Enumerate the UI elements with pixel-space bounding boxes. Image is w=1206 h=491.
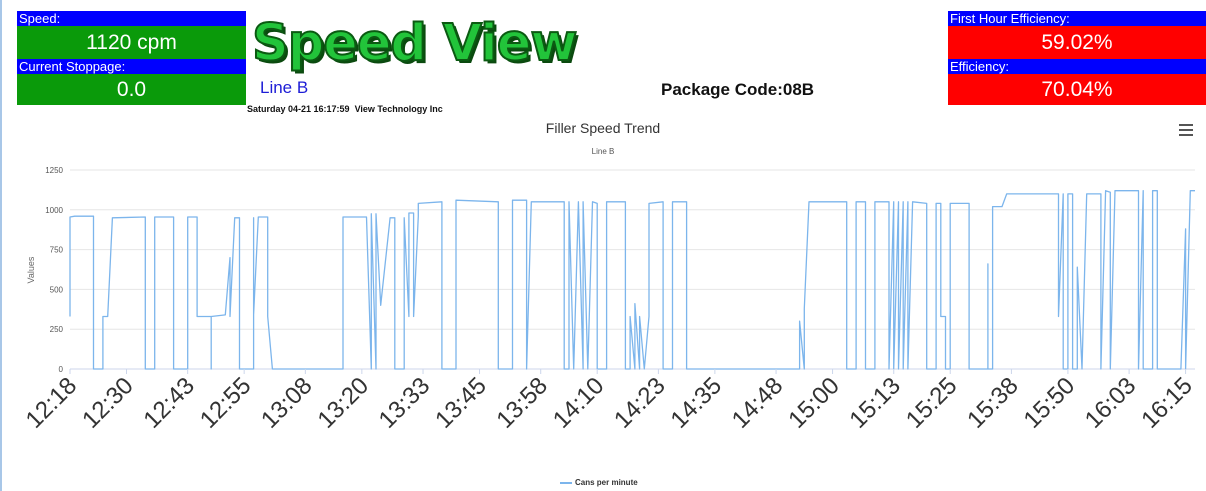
company-name: View Technology Inc [354, 104, 443, 114]
hamburger-menu-icon[interactable] [1179, 124, 1193, 138]
x-tick-label: 15:13 [844, 372, 906, 434]
current-stoppage-label: Current Stoppage: [17, 59, 246, 74]
x-tick-label: 12:18 [21, 372, 83, 434]
y-tick-label: 1250 [45, 166, 63, 175]
efficiency-value: 70.04% [948, 74, 1206, 105]
x-tick-label: 13:58 [491, 372, 553, 434]
timestamp: Saturday 04-21 16:17:59 [247, 104, 350, 114]
x-tick-label: 12:30 [77, 372, 139, 434]
x-tick-label: 15:50 [1019, 372, 1081, 434]
x-tick-label: 13:45 [430, 372, 492, 434]
speed-label: Speed: [17, 11, 246, 26]
x-tick-label: 14:10 [548, 372, 610, 434]
chart-title: Filler Speed Trend [545, 120, 661, 136]
series-line-cans-per-minute [69, 190, 1195, 370]
y-axis-label: Values [26, 256, 36, 283]
first-hour-efficiency-panel: First Hour Efficiency: 59.02% [948, 11, 1206, 59]
line-name: Line B [260, 78, 309, 97]
x-tick-label: 13:20 [313, 372, 375, 434]
y-tick-label: 500 [50, 285, 64, 294]
speed-value: 1120 cpm [17, 26, 246, 59]
legend-label: Cans per minute [575, 478, 638, 487]
efficiency-panel: Efficiency: 70.04% [948, 59, 1206, 105]
first-hour-efficiency-label: First Hour Efficiency: [948, 11, 1206, 26]
x-tick-label: 12:43 [138, 372, 200, 434]
timestamp-line: Saturday 04-21 16:17:59 View Technology … [247, 104, 443, 114]
y-tick-label: 750 [50, 246, 64, 255]
speed-panel: Speed: 1120 cpm [17, 11, 246, 59]
x-tick-label: 14:35 [666, 372, 728, 434]
y-tick-label: 1000 [45, 206, 63, 215]
x-tick-label: 14:23 [609, 372, 671, 434]
chart-legend[interactable]: Cans per minute [560, 478, 638, 487]
y-tick-label: 0 [59, 365, 64, 374]
legend-swatch [560, 481, 572, 484]
x-tick-label: 15:38 [962, 372, 1024, 434]
page-title: Speed View [251, 13, 578, 74]
x-tick-label: 16:03 [1080, 372, 1142, 434]
x-tick-label: 15:25 [901, 372, 963, 434]
x-tick-label: 13:08 [256, 372, 318, 434]
current-stoppage-value: 0.0 [17, 74, 246, 105]
x-tick-label: 14:48 [727, 372, 789, 434]
package-code: Package Code:08B [661, 80, 815, 99]
x-tick-label: 12:55 [195, 372, 257, 434]
y-axis-ticks: 0 250 500 750 1000 1250 [45, 166, 63, 374]
window-left-border [0, 0, 2, 491]
x-tick-label: 15:00 [783, 372, 845, 434]
chart-subtitle: Line B [591, 147, 615, 156]
x-tick-label: 13:33 [374, 372, 436, 434]
x-tick-label: 16:15 [1136, 372, 1198, 434]
y-tick-label: 250 [50, 325, 64, 334]
chart-gridlines [70, 169, 1195, 370]
first-hour-efficiency-value: 59.02% [948, 26, 1206, 59]
efficiency-label: Efficiency: [948, 59, 1206, 74]
current-stoppage-panel: Current Stoppage: 0.0 [17, 59, 246, 105]
